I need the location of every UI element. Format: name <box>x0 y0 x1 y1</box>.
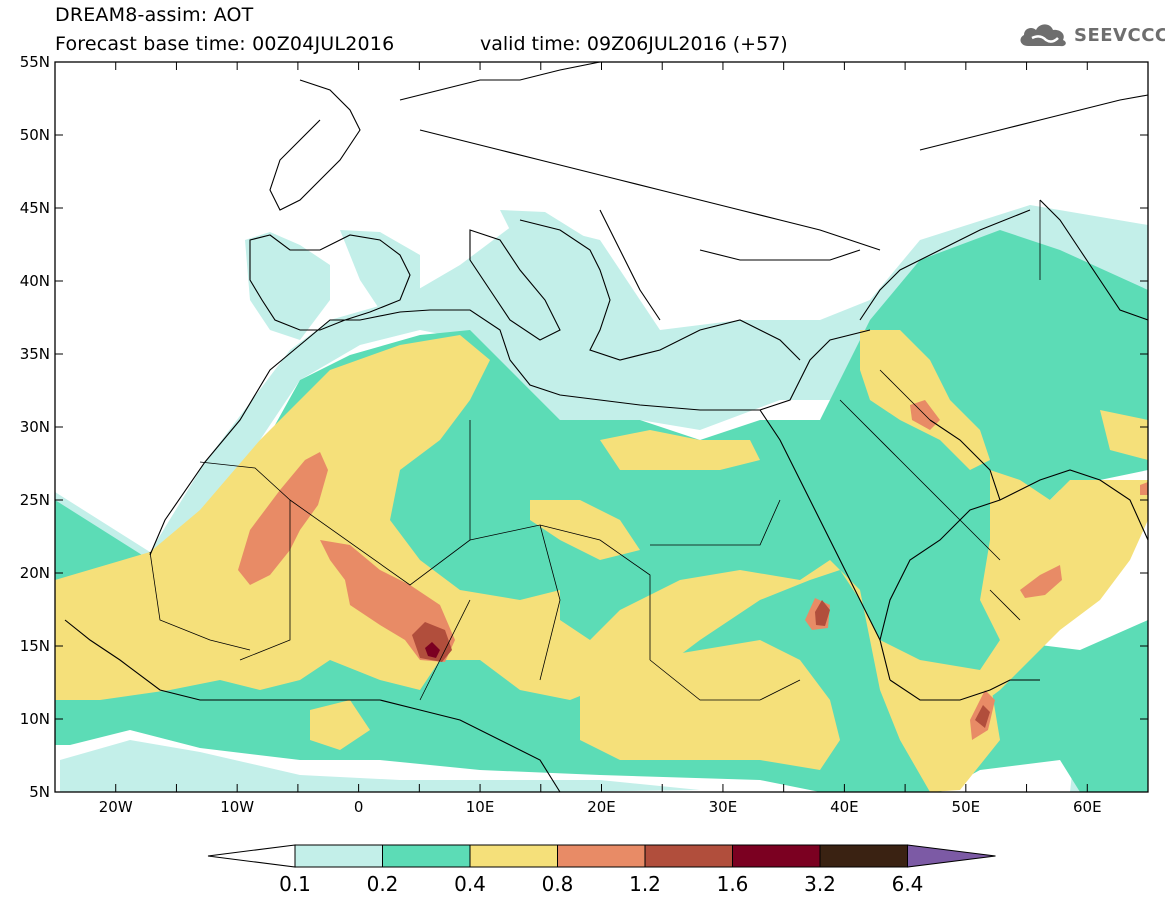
colorbar-swatch <box>294 844 383 868</box>
lat-label: 5N <box>29 783 50 801</box>
colorbar-label: 1.2 <box>629 872 661 896</box>
lat-label: 55N <box>20 53 50 71</box>
lon-label: 0 <box>354 798 364 816</box>
lon-label: 60E <box>1073 798 1102 816</box>
lat-label: 15N <box>20 637 50 655</box>
lat-label: 20N <box>20 564 50 582</box>
colorbar-label: 3.2 <box>804 872 836 896</box>
forecast-base-time: Forecast base time: 00Z04JUL2016 <box>55 33 395 55</box>
lat-label: 10N <box>20 710 50 728</box>
lon-label: 10W <box>220 798 254 816</box>
colorbar-high-arrow <box>907 844 996 868</box>
lon-label: 30E <box>709 798 738 816</box>
lon-label: 40E <box>830 798 859 816</box>
valid-time: valid time: 09Z06JUL2016 (+57) <box>480 33 788 55</box>
lat-label: 45N <box>20 199 50 217</box>
colorbar-swatch <box>469 844 558 868</box>
lat-label: 30N <box>20 418 50 436</box>
coastlines <box>64 62 1148 792</box>
lon-label: 20E <box>587 798 616 816</box>
cloud-icon <box>1020 24 1066 47</box>
colorbar-swatch <box>644 844 733 868</box>
colorbar-label: 0.8 <box>542 872 574 896</box>
colorbar-label: 0.4 <box>454 872 486 896</box>
lat-label: 25N <box>20 491 50 509</box>
aot-fields <box>55 62 1148 792</box>
lon-label: 20W <box>99 798 133 816</box>
latitude-labels: 55N 50N 45N 40N 35N 30N 25N 20N 15N 10N 5N <box>20 53 50 801</box>
map-title: DREAM8-assim: AOT <box>55 4 254 26</box>
seevccc-logo: SEEVCCC <box>1016 20 1165 50</box>
colorbar-swatch <box>557 844 646 868</box>
logo-text: SEEVCCC <box>1074 24 1165 46</box>
colorbar-label: 1.6 <box>717 872 749 896</box>
colorbar-swatch <box>819 844 908 868</box>
lat-label: 50N <box>20 126 50 144</box>
lon-label: 50E <box>952 798 981 816</box>
colorbar-swatch <box>732 844 821 868</box>
lat-label: 40N <box>20 272 50 290</box>
lat-label: 35N <box>20 345 50 363</box>
aot-band-0.4 <box>55 330 1148 792</box>
colorbar-swatch <box>382 844 471 868</box>
colorbar-label: 6.4 <box>892 872 924 896</box>
colorbar-label: 0.2 <box>367 872 399 896</box>
longitude-labels: 20W 10W 0 10E 20E 30E 40E 50E 60E <box>99 798 1102 816</box>
colorbar-label: 0.1 <box>279 872 311 896</box>
aot-band-1.6 <box>425 642 440 658</box>
colorbar-low-arrow <box>207 844 296 868</box>
axis-ticks <box>54 61 1149 793</box>
lon-label: 10E <box>466 798 495 816</box>
country-borders <box>149 200 1041 701</box>
